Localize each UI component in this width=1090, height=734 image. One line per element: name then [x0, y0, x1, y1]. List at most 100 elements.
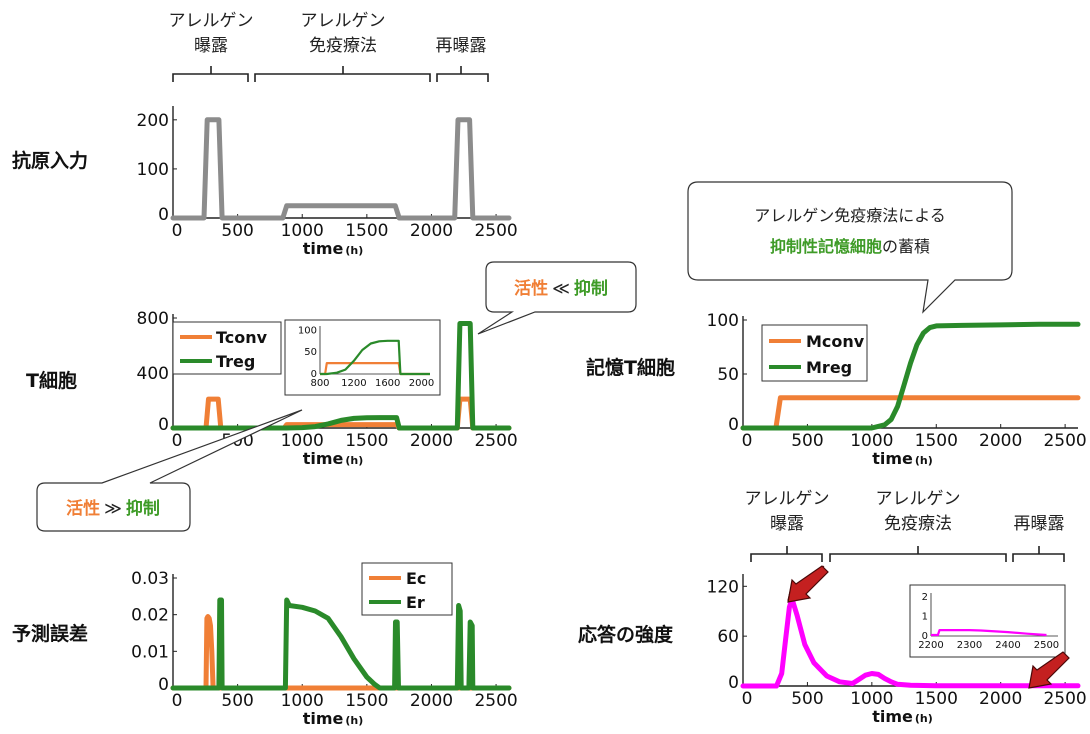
- x-tick-label: 2000: [979, 689, 1022, 709]
- callout-tcell-low: 活性 ≫ 抑制: [36, 409, 303, 532]
- inset-x-tick-label: 2300: [957, 640, 982, 651]
- x-axis-unit: (h): [915, 712, 933, 725]
- x-axis-label-text: time: [303, 709, 344, 728]
- phase-top-exposure: アレルゲン曝露: [169, 11, 254, 56]
- x-axis-label: time (h): [303, 449, 364, 468]
- callout-low-left: 活性: [66, 498, 100, 519]
- x-tick-label: 2500: [474, 691, 517, 711]
- series-line-tconv: [170, 396, 512, 431]
- y-tick-label: 0.01: [131, 642, 169, 662]
- series-line-er: [170, 597, 512, 691]
- x-axis-label: time (h): [303, 709, 364, 728]
- x-tick-label: 0: [172, 221, 183, 241]
- x-tick-label: 2000: [410, 431, 453, 451]
- x-axis-label: time (h): [872, 707, 933, 726]
- x-tick-label: 1500: [915, 689, 958, 709]
- inset-y-tick-label: 100: [298, 325, 317, 336]
- phase-top-brace-2: [254, 66, 431, 82]
- x-axis-label-text: time: [872, 449, 913, 468]
- x-tick-label: 500: [791, 689, 823, 709]
- y-tick-label: 100: [137, 160, 169, 180]
- y-tick-label: 400: [137, 364, 169, 384]
- y-tick-label: 0.03: [131, 569, 169, 589]
- callout-memory-line1: アレルゲン免疫療法による: [754, 206, 946, 225]
- x-tick-label: 500: [791, 431, 823, 451]
- legend-treg-label: Treg: [216, 352, 255, 371]
- x-tick-label: 2000: [410, 221, 453, 241]
- y-tick-label: 200: [137, 111, 169, 131]
- row-label-tcell: T細胞: [26, 369, 77, 392]
- row-label-response: 応答の強度: [578, 623, 674, 646]
- inset-x-tick-label: 1200: [341, 378, 366, 389]
- y-tick-label: 800: [137, 309, 169, 329]
- chart-prediction-error: 0 500 1000 1500 2000 2500 0 0.01 0.02 0.03 time (h): [131, 569, 518, 728]
- phase-top-brace-1: [172, 66, 249, 82]
- phase-bottom-reexposure: 再曝露: [1014, 514, 1065, 534]
- callout-high-op: ≪: [552, 279, 570, 299]
- inset-y-tick-label: 2: [922, 592, 928, 603]
- arrow-reexposure-icon: [1028, 651, 1070, 689]
- x-tick-label: 2500: [474, 221, 517, 241]
- callout-memory-green: 抑制性記憶細胞: [770, 237, 882, 256]
- callout-low-right: 抑制: [126, 498, 160, 519]
- phase-bottom-immunotherapy: アレルゲン免疫療法: [876, 489, 961, 534]
- inset-x-tick-label: 2500: [1034, 640, 1059, 651]
- y-tick-label: 120: [707, 577, 739, 597]
- arrow-peak-icon: [787, 565, 829, 603]
- callout-high-right: 抑制: [574, 278, 608, 299]
- callout-tcell-high: 活性 ≪ 抑制: [477, 261, 637, 335]
- x-tick-label: 1000: [281, 221, 324, 241]
- callout-low-op: ≫: [104, 499, 122, 519]
- legend-er-label: Er: [406, 593, 425, 612]
- x-axis-unit: (h): [915, 454, 933, 467]
- y-tick-label: 0: [158, 675, 169, 695]
- inset-x-tick-label: 2000: [409, 378, 434, 389]
- x-tick-label: 1500: [915, 431, 958, 451]
- x-axis-label-text: time: [303, 449, 344, 468]
- x-axis-label-text: time: [872, 707, 913, 726]
- x-axis-unit: (h): [345, 244, 363, 257]
- chart-antigen-input: 0 500 1000 1500 2000 2500 0 100 200 time (h): [137, 106, 518, 258]
- chart-memory-t-cells: 0 500 1000 1500 2000 2500 0 50 100 time (h): [707, 311, 1087, 468]
- inset-y-tick-label: 0: [922, 631, 928, 642]
- x-axis-label-text: time: [303, 239, 344, 258]
- y-tick-label: 100: [707, 311, 739, 331]
- row-label-antigen: 抗原入力: [12, 149, 88, 172]
- legend-ec-label: Ec: [406, 569, 426, 588]
- x-tick-label: 1000: [281, 691, 324, 711]
- inset-y-tick-label: 1: [922, 611, 928, 622]
- svg-text:活性≪抑制: 活性 ≪ 抑制: [514, 278, 608, 299]
- phase-bottom-brace-2: [829, 546, 1007, 562]
- legend-mreg-label: Mreg: [806, 358, 852, 377]
- x-tick-label: 1000: [281, 431, 324, 451]
- series-line-gray: [170, 117, 512, 221]
- legend-error: Ec Er: [361, 562, 453, 616]
- inset-x-tick-label: 800: [310, 378, 329, 389]
- inset-frame: [284, 319, 441, 396]
- legend-tconv-label: Tconv: [216, 328, 268, 347]
- x-axis-label: time (h): [872, 449, 933, 468]
- legend-tcell: Tconv Treg: [172, 321, 282, 375]
- inset-series-line-green: [320, 339, 430, 376]
- series-line-treg: [170, 321, 512, 431]
- x-tick-label: 2500: [1043, 431, 1086, 451]
- series-line-mconv: [740, 395, 1081, 431]
- x-tick-label: 0: [742, 689, 753, 709]
- callout-high-left: 活性: [514, 278, 548, 299]
- inset-chart: 800 1200 1600 2000 0 50 100: [284, 319, 441, 396]
- phase-top-reexposure: 再曝露: [436, 36, 487, 56]
- phase-bottom-brace-1: [750, 546, 823, 562]
- x-tick-label: 0: [172, 431, 183, 451]
- x-axis-unit: (h): [345, 454, 363, 467]
- x-tick-label: 1500: [345, 431, 388, 451]
- x-tick-label: 1000: [850, 431, 893, 451]
- inset-x-tick-label: 2200: [918, 640, 943, 651]
- x-tick-label: 2000: [979, 431, 1022, 451]
- inset-frame: [909, 584, 1066, 658]
- phase-bottom-exposure: アレルゲン曝露: [745, 489, 830, 534]
- x-tick-label: 500: [221, 691, 253, 711]
- inset-y-tick-label: 50: [304, 347, 317, 358]
- svg-text:活性≫抑制: 活性 ≫ 抑制: [66, 498, 160, 519]
- y-tick-label: 0: [158, 415, 169, 435]
